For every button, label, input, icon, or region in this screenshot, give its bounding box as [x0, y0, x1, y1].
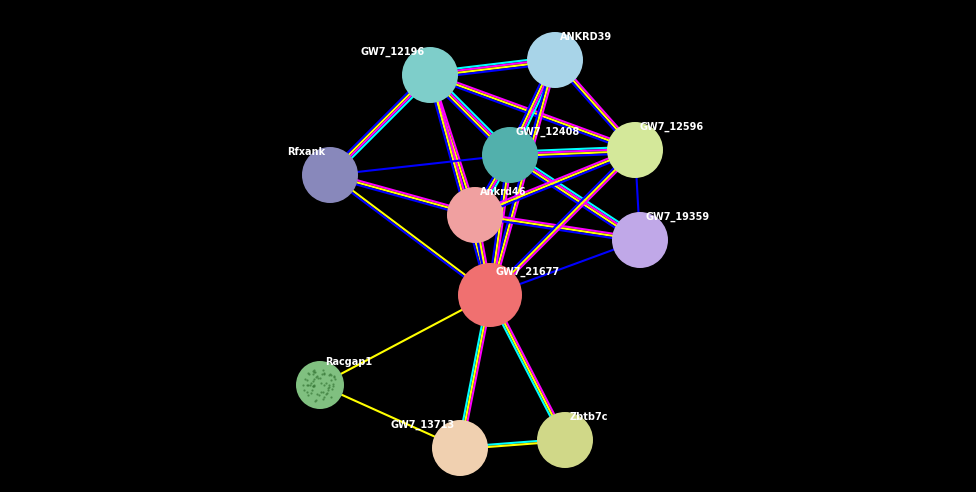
Circle shape	[527, 32, 583, 88]
Circle shape	[447, 187, 503, 243]
Circle shape	[482, 127, 538, 183]
Text: GW7_21677: GW7_21677	[495, 267, 559, 277]
Circle shape	[537, 412, 593, 468]
Text: Zbtb7c: Zbtb7c	[570, 412, 608, 422]
Circle shape	[402, 47, 458, 103]
Text: GW7_13713: GW7_13713	[390, 420, 455, 430]
Circle shape	[432, 420, 488, 476]
Text: Rfxank: Rfxank	[287, 147, 325, 157]
Text: GW7_12596: GW7_12596	[640, 122, 704, 132]
Text: GW7_12196: GW7_12196	[361, 47, 425, 57]
Circle shape	[302, 147, 358, 203]
Circle shape	[296, 361, 344, 409]
Circle shape	[607, 122, 663, 178]
Text: GW7_12408: GW7_12408	[515, 127, 579, 137]
Circle shape	[458, 263, 522, 327]
Text: Racgap1: Racgap1	[325, 357, 372, 367]
Text: Ankrd46: Ankrd46	[480, 187, 526, 197]
Text: GW7_19359: GW7_19359	[645, 212, 710, 222]
Circle shape	[612, 212, 668, 268]
Text: ANKRD39: ANKRD39	[560, 32, 612, 42]
